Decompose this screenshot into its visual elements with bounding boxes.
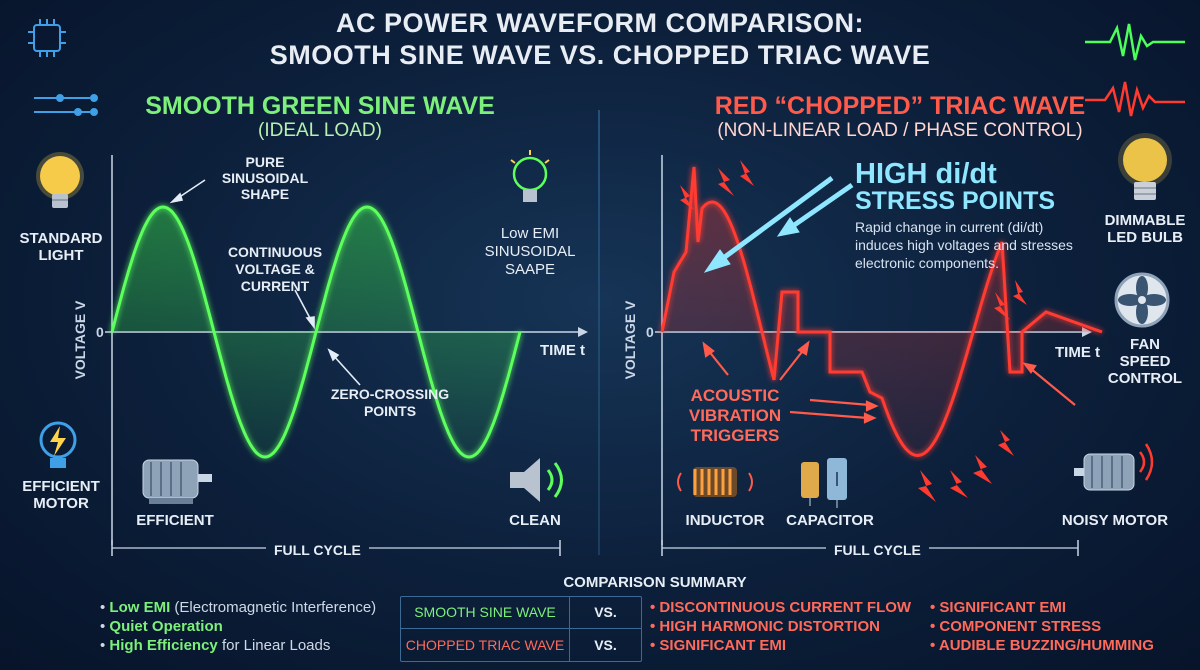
green-bulb-icon [510,150,550,202]
stress-description: Rapid change in current (di/dt) induces h… [855,219,1073,271]
annotation-continuous: CONTINUOUS VOLTAGE & CURRENT [227,244,323,294]
triac-wave-line [660,166,1103,458]
acoustic-label: ACOUSTIC VIBRATION TRIGGERS [688,386,782,445]
chip-icon [28,19,66,57]
stress-title-2: STRESS POINTS [855,187,1056,215]
page-title-line2: SMOOTH SINE WAVE VS. CHOPPED TRIAC WAVE [269,40,931,70]
annotation-zero-crossing: ZERO-CROSSING POINTS [330,386,450,419]
clean-label: CLEAN [509,512,561,529]
inductor-icon [677,467,753,497]
summary-row1-label: SMOOTH SINE WAVE [401,597,570,629]
issue-item: • HIGH HARMONIC DISTORTION [650,618,880,635]
inductor-label: INDUCTOR [685,512,765,529]
left-origin-label: 0 [96,324,104,340]
annotation-pure-sinusoidal: PURE SINUSOIDAL SHAPE [221,154,309,202]
issue-item: • DISCONTINUOUS CURRENT FLOW [650,599,912,616]
right-origin-label: 0 [646,324,654,340]
efficient-label: EFFICIENT [136,512,214,529]
speaker-icon [510,458,563,502]
benefit-item: • Low EMI (Electromagnetic Interference) [100,599,377,616]
noisy-motor-icon [1074,443,1154,491]
summary-table: SMOOTH SINE WAVE VS. CHOPPED TRIAC WAVE … [400,596,642,662]
right-full-cycle: FULL CYCLE [826,542,929,558]
green-pulse-icon [1085,23,1185,61]
left-panel-title: SMOOTH GREEN SINE WAVE [145,92,495,120]
annotation-low-emi: Low EMI SINUSOIDAL SAAPE [484,225,576,278]
summary-row1-vs: VS. [570,597,641,629]
dimmable-bulb-label: DIMMABLE LED BULB [1104,212,1186,246]
left-full-cycle: FULL CYCLE [266,542,369,558]
stress-title-1: HIGH di/dt [855,158,997,190]
capacitor-icon [801,458,847,508]
left-y-axis-label: VOLTAGE V [72,300,88,380]
efficient-motor-label: EFFICIENT MOTOR [22,478,100,512]
led-bulb-icon [1118,133,1172,200]
benefit-item: • High Efficiency for Linear Loads [100,637,331,654]
summary-heading: COMPARISON SUMMARY [563,574,747,591]
right-panel-title: RED “CHOPPED” TRIAC WAVE [714,92,1086,120]
bolt-bulb-icon [39,421,77,468]
capacitor-label: CAPACITOR [786,512,874,529]
benefits-list: • Low EMI (Electromagnetic Interference)… [100,598,376,655]
light-bulb-icon [36,152,84,208]
issues-list-middle: • DISCONTINUOUS CURRENT FLOW • HIGH HARM… [650,598,911,655]
panel-divider [598,110,600,555]
issue-item: • SIGNIFICANT EMI [930,599,1067,616]
right-x-axis-label: TIME t [1055,344,1100,361]
summary-row2-label: CHOPPED TRIAC WAVE [401,629,570,661]
right-panel-subtitle: (NON-LINEAR LOAD / PHASE CONTROL) [717,120,1083,141]
left-panel-subtitle: (IDEAL LOAD) [258,120,382,141]
benefit-item: • Quiet Operation [100,618,223,635]
standard-light-label: STANDARD LIGHT [19,230,103,264]
red-pulse-icon [1085,81,1185,117]
noisy-motor-label: NOISY MOTOR [1061,512,1169,529]
summary-row2-vs: VS. [594,637,617,653]
circuit-icon [34,94,98,116]
issue-item: • SIGNIFICANT EMI [650,637,787,654]
issue-item: • COMPONENT STRESS [930,618,1102,635]
page-title-line1: AC POWER WAVEFORM COMPARISON: [336,8,864,38]
motor-icon [142,459,212,504]
sine-wave-line [110,205,522,459]
issues-list-right: • SIGNIFICANT EMI • COMPONENT STRESS • A… [930,598,1154,655]
fan-icon [1114,272,1170,328]
right-y-axis-label: VOLTAGE V [622,300,638,380]
left-x-axis-label: TIME t [540,342,585,359]
fan-speed-label: FAN SPEED CONTROL [1107,336,1183,387]
issue-item: • AUDIBLE BUZZING/HUMMING [930,637,1154,654]
